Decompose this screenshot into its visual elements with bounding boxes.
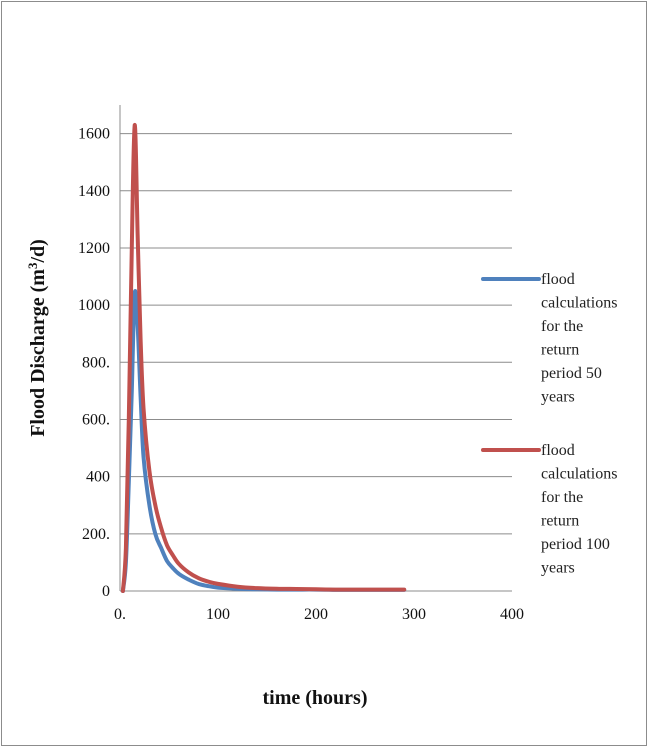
x-axis-title: time (hours) [263,687,368,709]
legend: flood calculations for the return period 50 y… [481,271,617,577]
x-tick-label: 200 [304,606,328,623]
y-tick-label: 600. [82,411,110,428]
legend-label: flood calculations for the return period 50 y… [541,271,617,406]
x-tick-label: 100 [206,606,230,623]
series-line-1 [120,289,407,593]
y-tick-label: 800. [82,354,110,371]
y-tick-label: 1000 [78,297,110,314]
legend-label: flood calculations for the return period 100… [541,442,617,577]
gridlines [120,133,512,535]
series-lines [120,122,407,593]
x-tick-label: 0. [114,606,126,623]
x-tick-label: 300 [402,606,426,623]
y-tick-label: 1200 [78,240,110,257]
legend-item-2: flood calculations for the return period 100… [481,442,617,577]
y-tick-label: 1600 [78,126,110,143]
axes [119,105,512,592]
y-axis-title: Flood Discharge (m3/d) [25,239,49,437]
y-tick-label: 200. [82,526,110,543]
y-tick-label: 1400 [78,183,110,200]
tick-labels: 0 200. 400 600. 800. 1000 1200 1400 1600 0. 100 200… [78,126,524,623]
y-tick-label: 400 [86,469,110,486]
y-tick-label: 0 [102,583,110,600]
series-line-2 [120,122,407,593]
x-tick-label: 400 [500,606,524,623]
legend-item-1: flood calculations for the return period 50 y… [481,271,617,406]
